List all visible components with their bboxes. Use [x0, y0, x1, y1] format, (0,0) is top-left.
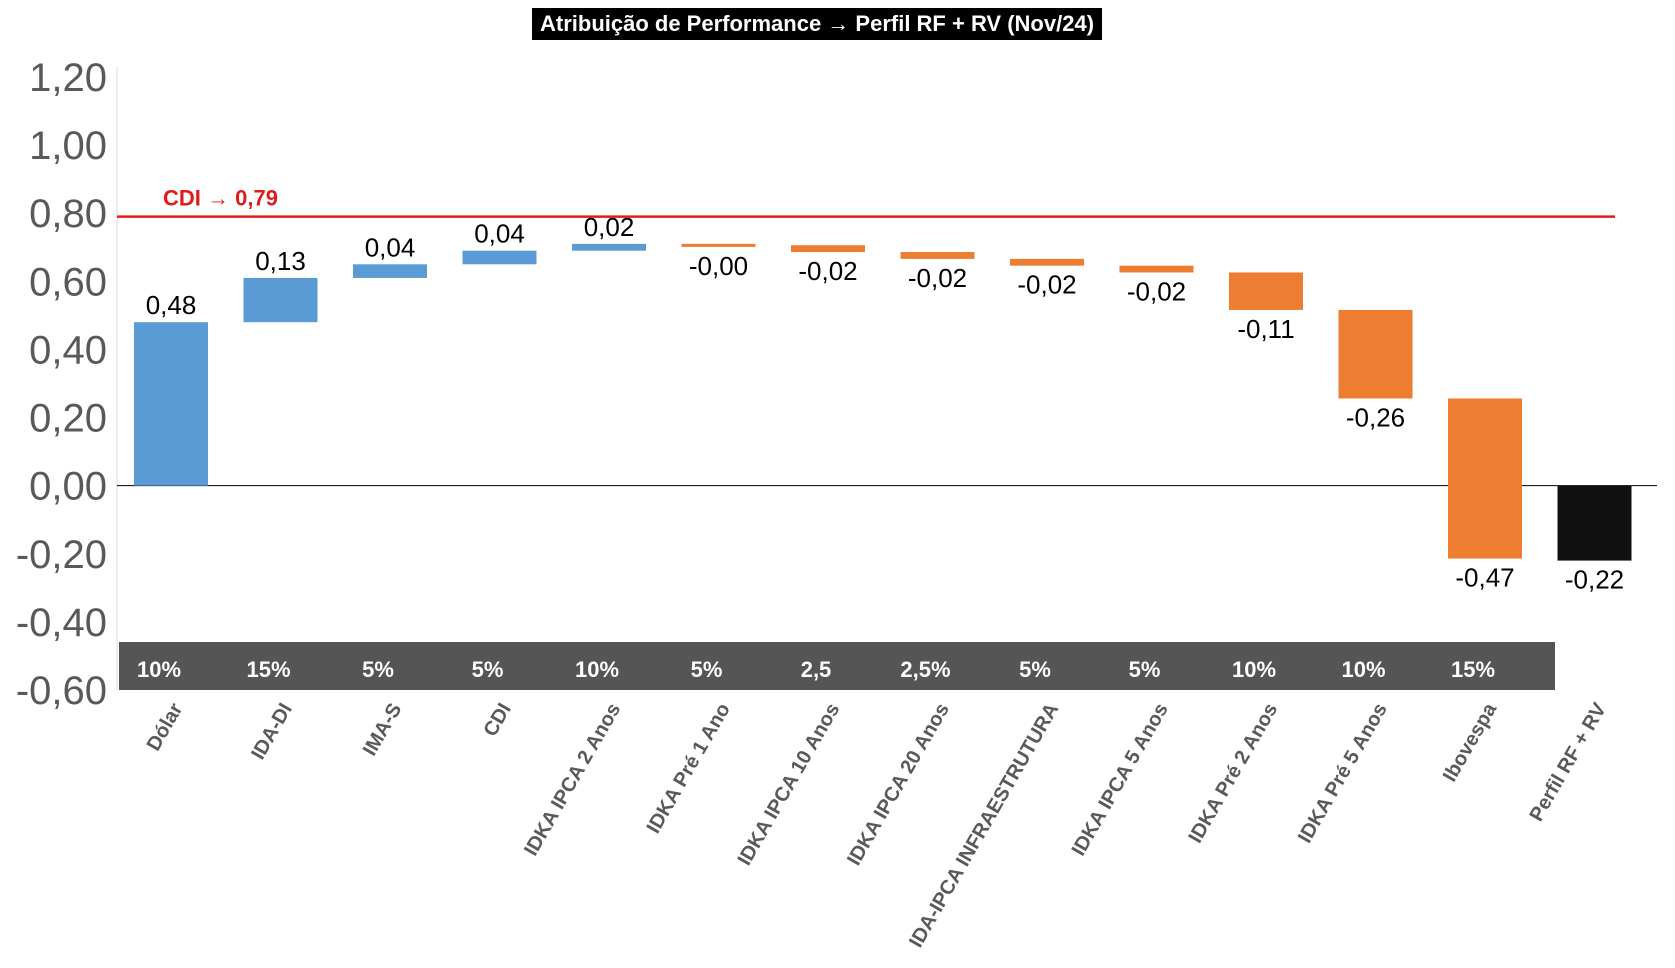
- y-tick-label: -0,20: [16, 533, 107, 577]
- bar: [1557, 485, 1632, 561]
- y-tick-label: 1,20: [29, 56, 107, 100]
- weight-label: 2,5%: [900, 657, 950, 682]
- bar: [572, 243, 646, 251]
- x-tick-label: IDKA IPCA 20 Anos: [843, 700, 954, 870]
- bar: [900, 252, 975, 259]
- data-label: 0,04: [474, 219, 525, 249]
- weight-label: 10%: [1232, 657, 1276, 682]
- bar: [1338, 309, 1413, 399]
- bar: [243, 277, 318, 323]
- chart-title: Atribuição de Performance → Perfil RF + …: [532, 8, 1103, 40]
- data-label: -0,11: [1237, 314, 1294, 344]
- x-tick-label: IDKA IPCA 5 Anos: [1068, 700, 1173, 860]
- cdi-reference-label: CDI → 0,79: [163, 186, 278, 211]
- bar: [791, 245, 865, 253]
- bar: [134, 322, 208, 486]
- bar: [1010, 258, 1084, 266]
- x-tick-label: Perfil RF + RV: [1526, 699, 1612, 825]
- bar: [1229, 272, 1303, 310]
- x-tick-label: IDKA Pré 1 Ano: [643, 700, 735, 838]
- y-tick-label: 0,20: [29, 397, 107, 441]
- x-tick-label: IDKA Pré 2 Anos: [1185, 700, 1283, 847]
- y-tick-label: -0,40: [16, 601, 107, 645]
- x-tick-label: IDKA Pré 5 Anos: [1294, 700, 1392, 847]
- x-tick-label: CDI: [480, 700, 516, 741]
- y-tick-label: 0,00: [29, 465, 107, 509]
- x-tick-label: IDKA IPCA 2 Anos: [520, 700, 625, 860]
- weight-label: 10%: [137, 657, 181, 682]
- data-label: -0,02: [908, 263, 967, 293]
- y-tick-label: 0,80: [29, 192, 107, 236]
- weight-label: 15%: [246, 657, 290, 682]
- bar: [353, 264, 427, 278]
- bar: [1448, 398, 1522, 559]
- weight-label: 5%: [472, 657, 504, 682]
- weight-label: 5%: [1019, 657, 1051, 682]
- data-label: 0,04: [365, 232, 416, 262]
- bar: [681, 243, 756, 247]
- data-label: -0,02: [1127, 276, 1186, 306]
- x-tick-label: Dólar: [143, 699, 188, 754]
- weight-label: 5%: [691, 657, 723, 682]
- data-label: 0,48: [146, 290, 197, 320]
- weight-label: 2,5: [801, 657, 832, 682]
- bar: [462, 250, 537, 265]
- data-label: 0,13: [255, 246, 306, 276]
- y-tick-label: -0,60: [16, 669, 107, 713]
- weight-label: 10%: [1341, 657, 1385, 682]
- weight-label: 10%: [575, 657, 619, 682]
- x-tick-label: IMA-S: [359, 700, 406, 760]
- data-label: -0,47: [1455, 563, 1514, 593]
- data-label: -0,26: [1346, 402, 1405, 432]
- x-tick-label: Ibovespa: [1439, 699, 1502, 786]
- x-tick-label: IDKA IPCA 10 Anos: [734, 700, 845, 870]
- weight-label: 15%: [1451, 657, 1495, 682]
- data-label: -0,00: [689, 251, 748, 281]
- data-label: -0,22: [1565, 565, 1624, 595]
- x-tick-label: IDA-DI: [247, 700, 297, 764]
- y-tick-label: 1,00: [29, 124, 107, 168]
- data-label: -0,02: [1017, 270, 1076, 300]
- y-tick-label: 0,40: [29, 328, 107, 372]
- y-tick-label: 0,60: [29, 260, 107, 304]
- weight-label: 5%: [362, 657, 394, 682]
- bar: [1119, 265, 1194, 273]
- weight-label: 5%: [1129, 657, 1161, 682]
- weights-band: [119, 642, 1555, 690]
- data-label: -0,02: [798, 256, 857, 286]
